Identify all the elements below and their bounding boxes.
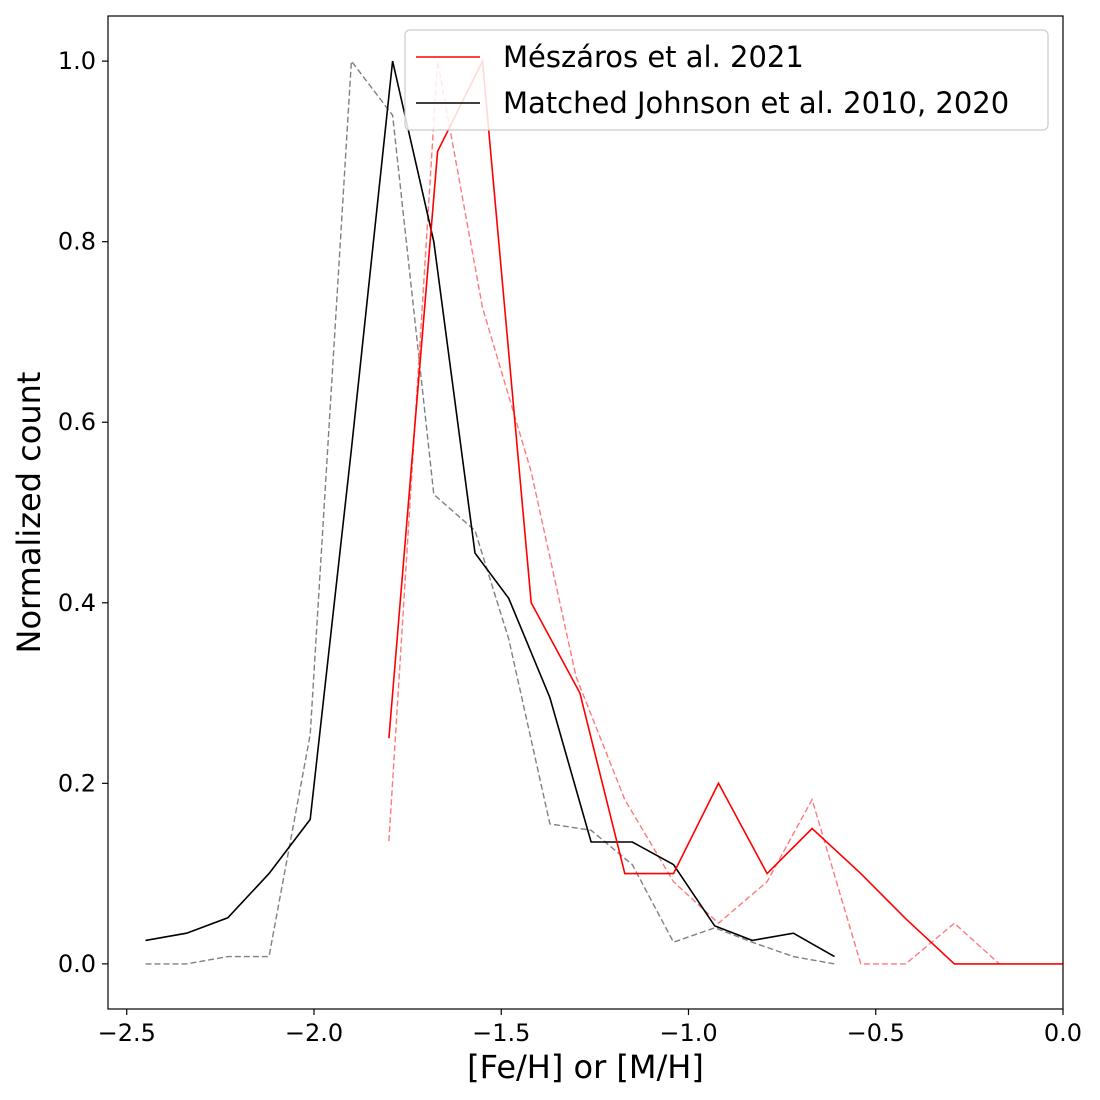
y-tick-label: 0.4 [58,589,96,617]
x-tick-label: −2.5 [98,1019,156,1047]
legend-label-meszaros: Mészáros et al. 2021 [503,40,804,74]
x-tick-label: −1.5 [472,1019,530,1047]
y-tick-label: 1.0 [58,47,96,75]
x-tick-label: −2.0 [285,1019,343,1047]
legend-label-johnson: Matched Johnson et al. 2010, 2020 [503,86,1009,120]
y-tick-label: 0.8 [58,228,96,256]
series-layer [145,58,1063,965]
legend-box [404,29,1049,131]
plot-frame [107,15,1064,1010]
y-tick-label: 0.2 [58,769,96,797]
x-tick-label: −1.0 [659,1019,717,1047]
x-tick-label: −0.5 [847,1019,905,1047]
series-line-3 [145,59,835,965]
ticks-layer: −2.5 −2.0 −1.5 −1.0 −0.5 0.0 0.0 0.2 0.4 0.6 0.8 1.… [58,47,1082,1047]
y-axis-title: Normalized count [10,372,48,654]
legend: Mészáros et al. 2021 Matched Johnson et … [404,29,1049,131]
y-tick-label: 0.6 [58,408,96,436]
y-tick-label: 0.0 [58,950,96,978]
x-axis-title: [Fe/H] or [M/H] [467,1048,704,1086]
series-line-1 [145,60,835,958]
series-line-0 [388,58,1063,965]
x-tick-label: 0.0 [1044,1019,1082,1047]
